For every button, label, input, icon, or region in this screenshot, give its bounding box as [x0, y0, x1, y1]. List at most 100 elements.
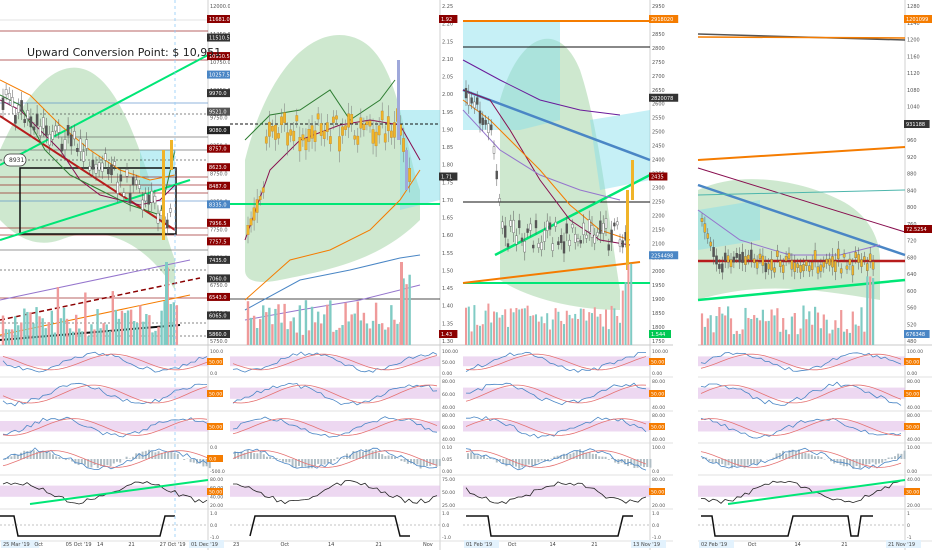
histogram-bar [582, 452, 584, 459]
volume-bar [849, 333, 851, 345]
histogram-bar [247, 450, 249, 459]
candle [701, 218, 703, 222]
candle [852, 266, 854, 275]
histogram-bar [649, 459, 651, 468]
volume-bar [38, 316, 40, 345]
histogram-bar [480, 457, 482, 459]
volume-bar [78, 329, 80, 345]
candle [829, 259, 831, 265]
candle [591, 225, 593, 237]
oscillator-axis-label: 0.0 [652, 523, 659, 529]
volume-bar [247, 301, 249, 345]
histogram-bar [391, 456, 393, 459]
oscillator-axis-label: 100.00 [652, 349, 668, 355]
price-badge-text: 8623.0 [209, 165, 227, 171]
candle [274, 125, 276, 139]
oscillator-badge-text: 50.00 [209, 490, 222, 496]
volume-bar [405, 284, 407, 345]
date-axis-label: 02 Feb '19 [701, 542, 727, 548]
candle [507, 244, 509, 247]
candle [17, 105, 19, 112]
volume-bar [782, 318, 784, 345]
volume-bar [253, 316, 255, 345]
volume-bar [375, 303, 377, 345]
oscillator-axis-label: 10.00 [907, 445, 920, 451]
candle [48, 134, 50, 145]
histogram-bar [298, 459, 300, 466]
price-axis-label: 680 [907, 255, 917, 261]
candle [602, 223, 604, 233]
candle [616, 222, 618, 225]
candle [546, 221, 548, 230]
volume-bar [262, 305, 264, 345]
histogram-bar [317, 459, 319, 464]
volume-bar [165, 262, 168, 345]
oscillator-axis-label: 0.0 [652, 469, 659, 475]
candle [802, 264, 804, 270]
volume-bar [381, 323, 383, 345]
candle [532, 245, 534, 248]
price-axis-label: 2600 [652, 102, 665, 108]
volume-bar [390, 305, 392, 345]
oscillator-axis-label: 100.00 [442, 349, 458, 355]
histogram-bar [272, 458, 274, 459]
price-badge-text: 11510.5 [209, 36, 230, 42]
volume-bar [96, 309, 98, 345]
candle [317, 114, 319, 119]
volume-bar [286, 329, 288, 345]
candle [123, 193, 125, 197]
volume-bar [513, 312, 515, 345]
volume-bar [485, 311, 487, 345]
histogram-bar [372, 451, 374, 459]
histogram-bar [119, 459, 121, 463]
volume-bar [473, 305, 475, 345]
volume-bar [465, 308, 467, 345]
price-axis-label: 2700 [652, 74, 665, 80]
volume-bar [487, 304, 489, 345]
candle-spike [405, 150, 408, 190]
volume-bar [569, 315, 571, 345]
candle [277, 133, 279, 138]
price-badge-text: 1.544 [651, 332, 665, 338]
oscillator-axis-label: 0.00 [907, 371, 917, 377]
candle [605, 218, 607, 228]
candle [800, 265, 802, 272]
date-axis-label: 21 [591, 542, 597, 548]
candle [846, 266, 848, 269]
volume-bar [724, 315, 726, 345]
price-badge-text: 8757.0 [209, 147, 227, 153]
volume-bar [543, 323, 545, 345]
candle [256, 199, 258, 212]
candle [5, 89, 7, 94]
volume-bar [599, 314, 601, 345]
histogram-bar [439, 459, 441, 466]
candle-surge [626, 190, 629, 270]
volume-bar [750, 319, 752, 345]
volume-bar [396, 324, 398, 345]
candle [262, 188, 264, 193]
candle [326, 123, 328, 132]
price-axis-label: 1900 [652, 297, 665, 303]
volume-bar [594, 307, 596, 345]
volume-bar [759, 320, 761, 345]
volume-bar [81, 331, 83, 345]
candle [160, 211, 162, 216]
candle [529, 224, 531, 230]
volume-bar [529, 316, 531, 345]
volume-bar [613, 308, 615, 345]
candle [347, 114, 349, 128]
histogram-bar [384, 456, 386, 459]
candle [823, 262, 825, 267]
candle [713, 247, 715, 257]
histogram-bar [846, 459, 848, 466]
volume-bar [602, 327, 604, 345]
histogram-bar [814, 456, 816, 459]
oscillator-band [698, 356, 905, 366]
histogram-bar [894, 456, 896, 459]
volume-bar [136, 323, 138, 345]
volume-bar [366, 323, 368, 345]
volume-bar [142, 322, 144, 345]
oscillator-axis-label: 80.00 [907, 413, 920, 419]
volume-bar [45, 328, 47, 345]
histogram-bar [608, 459, 610, 460]
